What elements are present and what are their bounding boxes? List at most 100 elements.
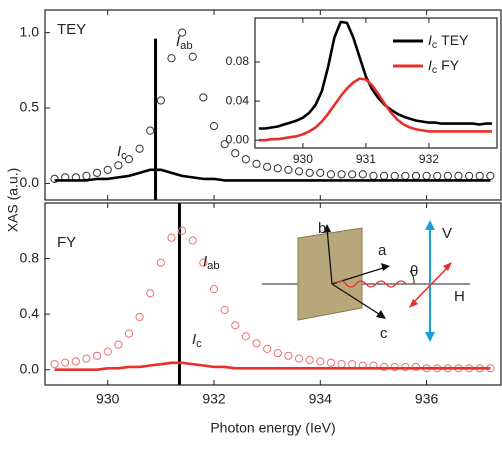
data-point <box>273 348 282 358</box>
data-point <box>146 289 155 298</box>
plot-frame <box>254 17 498 149</box>
data-point <box>348 360 357 369</box>
data-point <box>337 360 346 369</box>
data-point <box>369 171 378 180</box>
series-label: Ic <box>192 331 202 350</box>
data-point <box>82 354 91 363</box>
sketch-label: c <box>380 325 388 342</box>
data-point <box>61 358 70 367</box>
data-point <box>103 165 112 174</box>
data-point <box>252 339 261 348</box>
data-point <box>220 305 229 315</box>
data-point <box>390 362 399 372</box>
data-point <box>231 321 240 330</box>
data-point <box>401 362 410 372</box>
data-line <box>258 77 492 142</box>
label-suffix: TEY <box>441 32 469 48</box>
data-point <box>358 170 367 179</box>
data-point <box>209 285 219 294</box>
axis-c <box>331 283 383 317</box>
y-tick-label: 0.4 <box>20 305 40 321</box>
sample-plate <box>297 227 363 321</box>
plot-area <box>258 20 492 142</box>
data-point <box>231 149 240 158</box>
theta-arc <box>409 270 415 285</box>
data-point <box>411 171 421 180</box>
data-point <box>379 171 389 180</box>
sketch-label: H <box>454 288 465 305</box>
y-tick-label: 1.0 <box>20 23 40 39</box>
data-point <box>401 171 410 180</box>
data-point <box>316 357 325 366</box>
photon-wave <box>335 280 407 288</box>
data-point <box>337 170 346 179</box>
arrowhead <box>425 220 435 230</box>
y-tick-label: 0.0 <box>20 174 40 190</box>
arrowhead <box>425 332 435 342</box>
x-tick-label: 932 <box>419 152 439 166</box>
data-point <box>199 258 208 267</box>
axis-b <box>326 227 333 285</box>
data-point <box>178 28 187 37</box>
panel-label: FY <box>57 234 76 251</box>
x-tick-label: 930 <box>96 391 120 407</box>
x-tick-label: 931 <box>356 152 376 166</box>
data-point <box>411 362 421 372</box>
data-point <box>486 171 495 180</box>
x-tick-label: 934 <box>309 391 333 407</box>
series-group <box>50 203 495 385</box>
data-point <box>284 165 293 174</box>
data-point <box>124 329 134 338</box>
label-symbol: I <box>192 331 196 348</box>
data-point <box>316 168 325 177</box>
series-label: Iab <box>176 33 193 52</box>
data-point <box>263 162 272 171</box>
data-point <box>305 168 314 177</box>
label-symbol: I <box>203 253 207 270</box>
data-point <box>326 170 336 179</box>
series-group <box>50 28 495 200</box>
sketch-label: b <box>318 220 326 237</box>
data-point <box>178 226 187 235</box>
data-point <box>135 312 144 322</box>
label-suffix: FY <box>441 57 460 73</box>
data-point <box>220 140 229 149</box>
data-line <box>54 168 491 182</box>
data-point <box>348 170 357 179</box>
data-point <box>443 171 452 180</box>
plot-frame <box>44 9 502 201</box>
y-tick-label: 0.00 <box>226 132 250 146</box>
plot-frame <box>44 202 502 386</box>
data-line <box>54 361 491 371</box>
y-tick-label: 0.8 <box>20 249 40 265</box>
label-subscript: ab <box>207 260 220 272</box>
label-symbol: I <box>428 57 432 73</box>
label-subscript: ab <box>180 40 193 52</box>
h-polarization <box>411 265 450 305</box>
data-point <box>146 126 155 135</box>
data-point <box>103 347 112 356</box>
data-point <box>199 93 208 102</box>
series-label: Ic FY <box>428 57 460 76</box>
data-point <box>50 174 59 183</box>
data-point <box>114 161 123 170</box>
data-point <box>252 159 261 168</box>
label-subscript: c <box>432 39 437 51</box>
data-point <box>422 171 431 180</box>
data-line <box>258 20 492 130</box>
arrowhead <box>409 299 418 308</box>
inset-background <box>255 18 497 148</box>
arrowhead <box>323 224 331 233</box>
sketch-label: θ <box>410 263 418 280</box>
data-point <box>71 357 80 366</box>
data-point <box>241 332 250 341</box>
data-point <box>379 362 389 372</box>
data-point <box>273 164 282 173</box>
data-point <box>465 171 474 180</box>
data-point <box>390 171 399 180</box>
y-tick-label: 0.08 <box>226 54 250 68</box>
label-symbol: I <box>117 143 121 160</box>
panel-label: TEY <box>57 21 86 38</box>
arrowhead <box>443 262 452 271</box>
